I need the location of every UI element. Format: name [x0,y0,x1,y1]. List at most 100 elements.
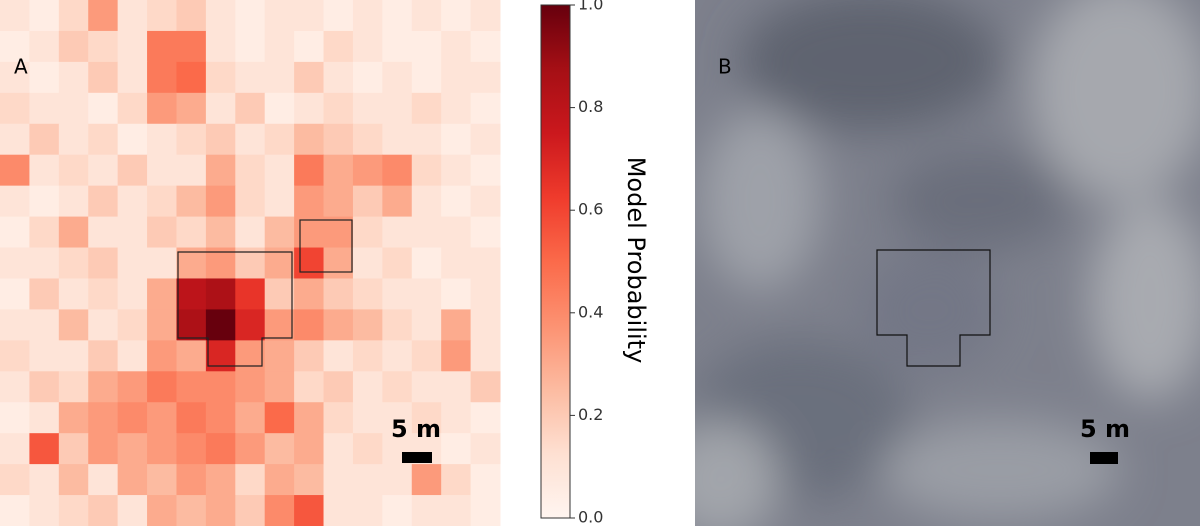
cell [411,216,442,249]
panel-label: B [718,55,732,79]
cell [29,185,60,218]
cell [117,278,148,310]
cell [264,154,295,187]
cell [0,30,30,63]
cell [58,371,89,403]
cell [176,92,207,125]
cell [352,185,383,218]
cell [411,92,442,125]
cell [88,30,119,63]
cell [352,278,383,310]
cell [441,464,472,496]
cell [382,340,413,372]
cell [352,371,383,403]
cell [352,0,383,32]
cell [411,123,442,156]
cell [147,433,177,465]
cell [352,247,383,279]
cell [117,92,148,125]
cell [88,154,119,187]
cell [88,495,119,526]
scale-bar [402,452,432,463]
cell [117,30,148,63]
tick-label: 0.6 [578,200,603,219]
scale-label: 5 m [1080,415,1130,443]
cell [88,278,119,310]
cell [147,464,177,496]
cell [29,92,60,125]
cell [176,216,207,249]
cell [147,30,177,63]
cell [264,185,295,218]
cell [117,340,148,372]
cell [235,495,266,526]
cell [441,61,472,94]
cell [0,92,30,125]
cell [88,185,119,218]
cell [117,371,148,403]
cell [470,402,501,434]
cell [0,185,30,218]
tick-label: 0.8 [578,97,603,116]
cell [264,30,295,63]
cell [58,0,89,32]
cell [0,123,30,156]
cell [235,278,266,310]
cell [352,154,383,187]
cell [441,0,472,32]
cell [264,278,295,310]
cell [411,371,442,403]
outline [299,219,353,273]
cell [294,495,325,526]
cell [88,123,119,156]
aerial-photo [695,0,1200,526]
cell [264,371,295,403]
cell [117,185,148,218]
cell [205,216,236,249]
cell [29,309,60,341]
cell [441,278,472,310]
cell [382,371,413,403]
cell [352,464,383,496]
cell [441,216,472,249]
cell [441,433,472,465]
cell [470,185,501,218]
cell [411,495,442,526]
cell [0,309,30,341]
cell [382,92,413,125]
cell [205,154,236,187]
cell [382,61,413,94]
cell [29,0,60,32]
cell [264,247,295,279]
cell [264,92,295,125]
cell [205,371,236,403]
cell [0,402,30,434]
cell [147,309,177,341]
cell [470,371,501,403]
cell [29,433,60,465]
cell [58,154,89,187]
cell [411,0,442,32]
cell [382,0,413,32]
cell [58,278,89,310]
cell [323,433,354,465]
cell [264,464,295,496]
cell [117,61,148,94]
cell [0,154,30,187]
cell [294,278,325,310]
scale-label: 5 m [391,415,441,443]
cell [264,61,295,94]
cell [117,123,148,156]
cell [117,0,148,32]
cell [176,0,207,32]
cell [441,185,472,218]
cell [352,123,383,156]
cell [88,0,119,32]
cell [176,247,207,279]
tick-label: 1.0 [578,0,603,14]
cell [470,216,501,249]
cell [323,185,354,218]
outline [876,249,991,367]
cell [58,402,89,434]
cell [294,92,325,125]
